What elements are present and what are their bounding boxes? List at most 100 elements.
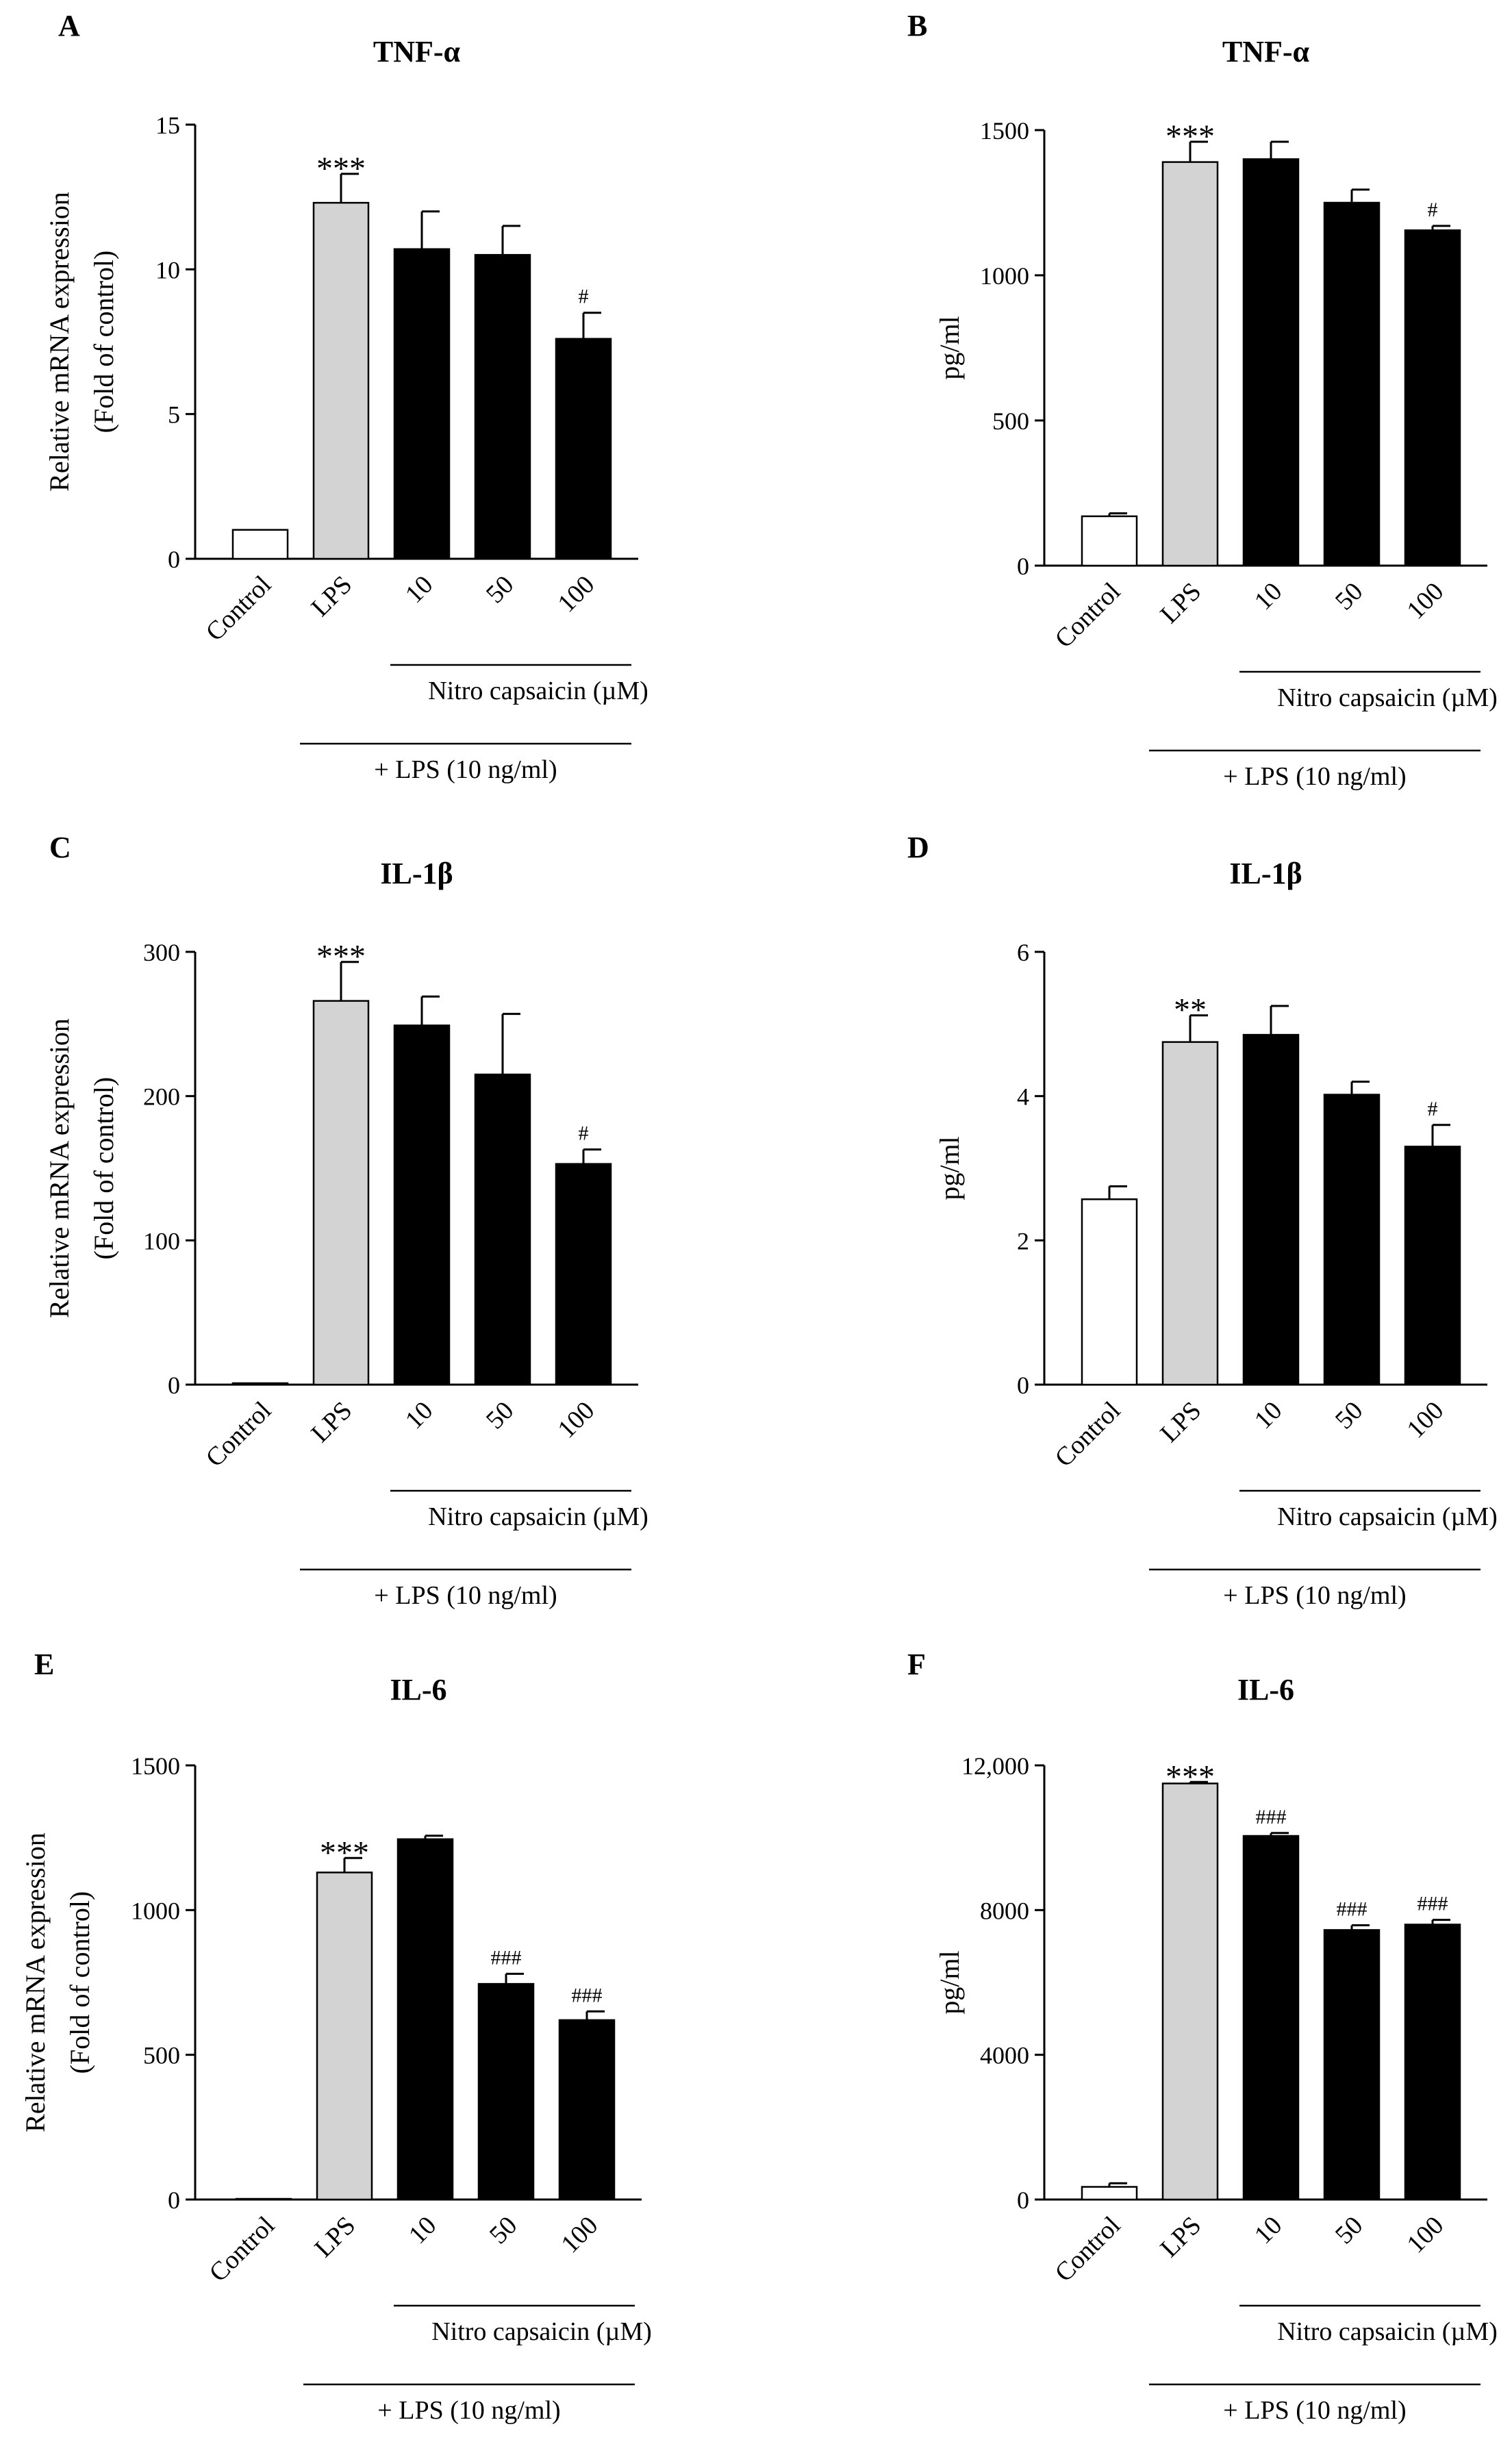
x-tick-label: Control [201, 570, 277, 647]
y-tick-label: 1000 [131, 1897, 180, 1924]
panel-letter: D [907, 831, 929, 864]
x-tick-label: 10 [1249, 2211, 1288, 2250]
y-axis-label: Relative mRNA expression [44, 1018, 75, 1318]
x-tick-label: 100 [1401, 1396, 1449, 1444]
x-tick-label: 50 [481, 1396, 520, 1435]
x-tick-label: Control [204, 2211, 281, 2288]
y-tick-label: 4 [1017, 1083, 1029, 1111]
bar-control [1081, 2186, 1138, 2201]
bar-50 [1323, 1929, 1381, 2201]
y-tick-label: 0 [1017, 553, 1029, 580]
bar-10 [393, 1024, 451, 1386]
y-tick-label: 12,000 [961, 1752, 1029, 1780]
significance-annotation: # [1428, 1098, 1438, 1120]
bar-100 [558, 2019, 616, 2201]
x-tick-label: 50 [1330, 2211, 1369, 2250]
y-tick-label: 0 [1017, 2187, 1029, 2214]
chart-title: IL-6 [1237, 1673, 1294, 1706]
y-tick-label: 0 [168, 2187, 180, 2214]
y-tick-label: 200 [143, 1083, 180, 1111]
y-axis-label: (Fold of control) [88, 251, 119, 433]
bar-control [231, 529, 289, 560]
x-tick-label: LPS [309, 2211, 361, 2263]
panel-letter: A [58, 9, 80, 42]
bar-lps [312, 201, 370, 560]
y-axis-label: pg/ml [934, 1950, 965, 2014]
bar-50 [474, 1073, 531, 1386]
panel-letter: C [49, 831, 71, 864]
bar-control [1081, 515, 1138, 567]
x-tick-label: 100 [555, 2211, 603, 2259]
x-tick-label: 10 [400, 570, 439, 609]
treatment-label: + LPS (10 ng/ml) [1223, 1581, 1406, 1610]
treatment-label: + LPS (10 ng/ml) [1223, 2396, 1406, 2425]
significance-annotation: # [579, 1122, 589, 1145]
group-label: Nitro capsaicin (µM) [428, 677, 648, 705]
x-tick-label: 50 [1330, 577, 1369, 616]
x-tick-label: 50 [484, 2211, 523, 2250]
chart-title: TNF-α [373, 35, 461, 68]
group-label: Nitro capsaicin (µM) [1277, 2317, 1498, 2346]
y-tick-label: 5 [168, 401, 180, 429]
y-tick-label: 0 [168, 546, 180, 573]
significance-annotation: ### [572, 1984, 603, 2006]
y-tick-label: 100 [143, 1227, 180, 1255]
x-tick-label: Control [1050, 1396, 1126, 1473]
x-tick-label: 100 [552, 1396, 600, 1444]
x-tick-label: 100 [1401, 577, 1449, 625]
y-tick-label: 1500 [131, 1752, 180, 1780]
x-tick-label: 10 [403, 2211, 442, 2250]
panel-a: A TNF-α 0 5 10 15 Relative mRNA expression (Fol… [44, 9, 648, 784]
bar-50 [1323, 1094, 1381, 1386]
group-label: Nitro capsaicin (µM) [1277, 1502, 1498, 1531]
panel-letter: F [907, 1648, 926, 1681]
y-axis-label: Relative mRNA expression [44, 192, 75, 492]
group-label: Nitro capsaicin (µM) [431, 2317, 652, 2346]
treatment-label: + LPS (10 ng/ml) [374, 1581, 557, 1610]
y-tick-label: 300 [143, 939, 180, 966]
y-tick-label: 4000 [980, 2042, 1029, 2069]
significance-annotation: ** [1174, 992, 1207, 1029]
chart-title: IL-6 [390, 1673, 446, 1706]
significance-annotation: *** [316, 151, 366, 187]
y-tick-label: 500 [992, 407, 1029, 435]
y-axis-label: Relative mRNA expression [20, 1832, 51, 2132]
y-tick-label: 2 [1017, 1227, 1029, 1255]
bar-10 [1242, 158, 1300, 567]
treatment-label: + LPS (10 ng/ml) [1223, 762, 1406, 791]
chart-title: IL-1β [1229, 857, 1302, 890]
panel-d: D IL-1β 0 2 4 6 pg/ml Control ** LPS 10 50 #100 Nitro… [907, 831, 1498, 1610]
panel-f: F IL-6 0 4000 8000 12,000 pg/ml Control *** LPS ##… [907, 1648, 1498, 2425]
x-tick-label: Control [1050, 2211, 1126, 2288]
y-tick-label: 0 [1017, 1372, 1029, 1399]
panel-letter: B [907, 9, 927, 42]
y-tick-label: 500 [143, 2042, 180, 2069]
bar-lps [1161, 1041, 1219, 1386]
bar-lps [312, 1000, 370, 1386]
significance-annotation: *** [316, 939, 366, 975]
treatment-label: + LPS (10 ng/ml) [374, 755, 557, 784]
x-tick-label: LPS [1155, 1396, 1207, 1448]
x-tick-label: LPS [1155, 577, 1207, 629]
panel-b: B TNF-α 0 500 1000 1500 pg/ml Control *** LPS 10 50… [907, 9, 1498, 791]
y-axis-label: (Fold of control) [64, 1891, 95, 2074]
significance-annotation: ### [1256, 1806, 1287, 1828]
y-tick-label: 1000 [980, 262, 1029, 290]
bar-lps [1161, 1782, 1219, 2201]
x-tick-label: 10 [400, 1396, 439, 1435]
bar-50 [477, 1982, 535, 2201]
treatment-label: + LPS (10 ng/ml) [377, 2396, 560, 2425]
chart-title: TNF-α [1222, 35, 1310, 68]
bar-50 [474, 253, 531, 560]
bar-10 [1242, 1835, 1300, 2201]
x-tick-label: LPS [1155, 2211, 1207, 2263]
significance-annotation: # [579, 286, 589, 308]
significance-annotation: ### [1337, 1898, 1368, 1921]
significance-annotation: *** [320, 1835, 369, 1871]
bar-10 [396, 1838, 454, 2201]
group-label: Nitro capsaicin (µM) [428, 1502, 648, 1531]
x-tick-label: 10 [1249, 577, 1288, 616]
y-tick-label: 8000 [980, 1897, 1029, 1924]
